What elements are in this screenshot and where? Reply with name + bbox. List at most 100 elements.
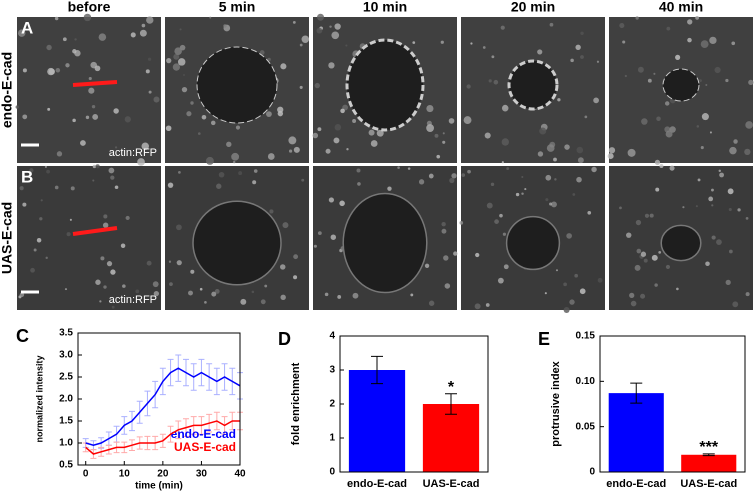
speckle: [493, 79, 499, 85]
speckle: [331, 31, 340, 40]
speckle: [301, 35, 310, 44]
speckle: [622, 40, 626, 44]
speckle: [376, 129, 384, 137]
micrograph: [165, 16, 310, 165]
speckle: [474, 303, 481, 310]
speckle: [695, 15, 700, 20]
speckle: [418, 179, 425, 185]
speckle: [466, 84, 471, 89]
speckle: [370, 140, 378, 147]
speckle: [733, 139, 738, 144]
speckle: [146, 260, 152, 266]
speckle: [253, 169, 258, 173]
significance-marker: *: [448, 379, 455, 396]
speckle: [173, 53, 180, 60]
speckle: [718, 169, 721, 173]
speckle: [199, 287, 203, 291]
speckle: [554, 178, 557, 181]
speckle: [210, 120, 216, 126]
speckle: [293, 146, 300, 153]
wound: [345, 38, 425, 132]
speckle: [266, 111, 272, 118]
speckle: [700, 40, 709, 49]
speckle: [122, 284, 126, 288]
speckle: [22, 68, 27, 73]
speckle: [292, 20, 296, 24]
y-tick-label: 3.0: [59, 350, 73, 361]
speckle: [626, 232, 632, 238]
speckle: [539, 127, 547, 135]
speckle: [748, 79, 754, 86]
speckle: [656, 116, 661, 122]
speckle: [135, 289, 140, 294]
speckle: [264, 284, 268, 288]
speckle: [179, 28, 182, 31]
speckle: [251, 290, 255, 294]
y-tick-label: 0.15: [576, 331, 596, 342]
speckle: [485, 303, 490, 307]
speckle: [576, 146, 584, 154]
speckle: [223, 24, 227, 28]
speckle: [66, 232, 71, 237]
speckle: [226, 141, 232, 148]
speckle: [502, 232, 507, 236]
speckle: [577, 157, 584, 164]
speckle: [17, 29, 26, 37]
speckle: [114, 185, 119, 189]
speckle: [484, 132, 491, 139]
speckle: [711, 188, 714, 192]
speckle: [634, 264, 641, 271]
wound: [507, 59, 559, 111]
speckle: [515, 192, 520, 197]
speckle: [293, 254, 299, 260]
speckle: [644, 213, 650, 218]
speckle: [434, 133, 439, 138]
speckle: [314, 82, 320, 89]
speckle: [424, 263, 430, 268]
y-tick-label: 2.0: [59, 394, 73, 405]
speckle: [108, 167, 115, 174]
speckle: [269, 209, 274, 214]
speckle: [687, 37, 692, 43]
speckle: [501, 104, 509, 112]
speckle: [701, 113, 709, 121]
y-tick-label: 0.05: [576, 421, 596, 432]
y-tick-label: 2: [329, 399, 335, 410]
speckle: [69, 218, 72, 221]
speckle: [687, 19, 693, 25]
speckle: [563, 282, 567, 287]
x-tick-label: 0: [83, 469, 89, 480]
speckle: [106, 261, 113, 267]
speckle: [72, 118, 76, 123]
y-tick-label: 3.5: [59, 328, 73, 339]
error-bar: [371, 355, 383, 385]
speckle: [654, 283, 658, 287]
speckle: [675, 54, 681, 60]
speckle: [570, 58, 574, 63]
speckle: [651, 254, 658, 261]
speckle: [232, 160, 236, 164]
wound: [196, 46, 278, 124]
speckle: [711, 204, 714, 207]
speckle: [555, 269, 558, 272]
speckle: [448, 118, 455, 124]
speckle: [83, 13, 92, 22]
y-tick-label: 2.5: [59, 372, 73, 383]
speckle: [176, 224, 182, 231]
speckle: [664, 101, 670, 106]
speckle: [218, 171, 225, 178]
bar: [608, 393, 664, 472]
speckle: [125, 215, 130, 221]
x-tick-label: endo-E-cad: [347, 478, 407, 490]
panel-letter: C: [16, 326, 29, 346]
speckle: [732, 301, 739, 308]
speckle: [551, 201, 557, 208]
speckle: [553, 157, 557, 162]
speckle: [545, 198, 549, 202]
wound: [660, 224, 702, 262]
speckle: [74, 38, 77, 41]
speckle: [428, 173, 434, 179]
speckle: [482, 46, 486, 49]
wound: [342, 192, 428, 294]
speckle: [655, 187, 660, 192]
